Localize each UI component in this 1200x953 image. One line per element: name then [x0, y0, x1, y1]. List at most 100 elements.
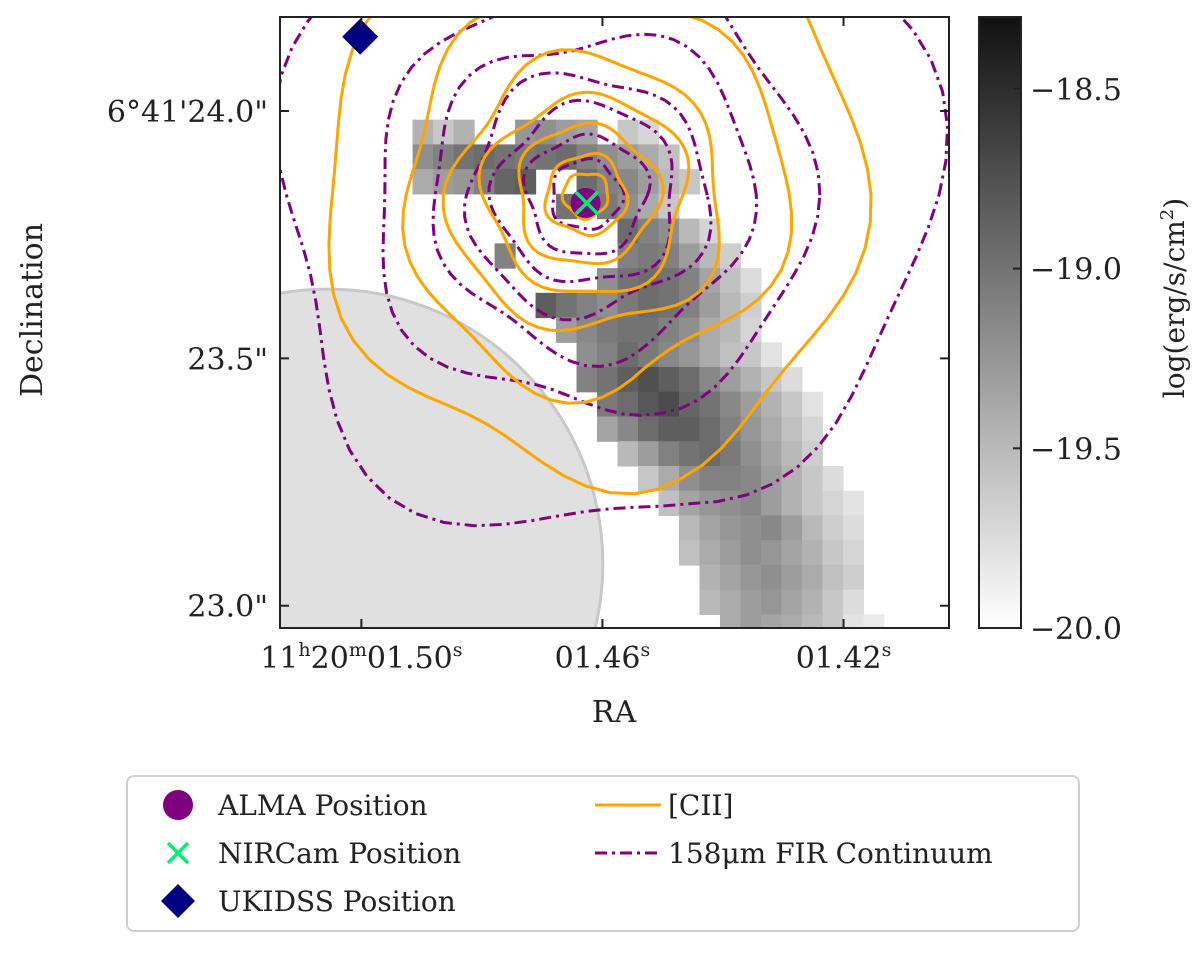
map-pixel	[678, 268, 701, 294]
map-pixel	[658, 144, 680, 170]
map-pixel	[720, 639, 741, 664]
map-pixel	[678, 367, 701, 393]
map-pixel	[658, 292, 680, 319]
marker-layer	[342, 18, 601, 219]
legend-item-nircam: NIRCam Position	[138, 833, 461, 873]
ukidss-position-marker	[342, 18, 379, 55]
map-pixel	[576, 317, 598, 343]
map-pixel	[822, 515, 844, 541]
map-pixel	[781, 540, 803, 566]
map-pixel	[801, 589, 824, 615]
map-pixel	[617, 243, 639, 269]
plot-area	[279, 16, 950, 738]
map-pixel	[638, 243, 660, 269]
colorbar-tick-label: −19.5	[1030, 432, 1122, 467]
map-pixel	[699, 342, 721, 368]
map-pixel	[760, 614, 783, 628]
contour-layer	[280, 17, 949, 528]
map-pixel	[740, 639, 761, 664]
map-pixel	[781, 713, 802, 738]
map-pixel	[576, 367, 598, 393]
map-pixel	[760, 490, 783, 517]
map-pixel	[719, 540, 742, 566]
map-pixel	[719, 342, 742, 368]
colorbar-ticks: −18.5 −19.0 −19.5 −20.0	[1013, 73, 1122, 647]
map-pixel	[597, 317, 619, 343]
map-pixel	[719, 317, 742, 343]
map-pixel	[597, 342, 619, 368]
map-pixel	[740, 664, 761, 689]
emission-map	[280, 119, 885, 738]
map-pixel	[760, 367, 783, 393]
map-pixel	[699, 465, 721, 492]
map-pixel	[699, 490, 721, 517]
map-pixel	[801, 490, 824, 517]
map-pixel	[699, 391, 721, 418]
map-pixel	[658, 391, 680, 418]
map-pixel	[658, 367, 680, 393]
map-pixel	[638, 367, 660, 393]
nircam-position-marker	[574, 190, 600, 216]
legend-item-fir: 158μm FIR Continuum	[588, 833, 993, 873]
map-pixel	[719, 268, 742, 294]
fir-contour	[463, 71, 713, 322]
map-pixel	[842, 564, 865, 591]
map-pixel	[740, 589, 762, 615]
map-pixel	[781, 416, 803, 442]
map-pixel	[760, 441, 783, 467]
map-pixel	[801, 614, 824, 628]
x-tick-labels: 11h20m01.50s 01.46s 01.42s	[260, 639, 891, 676]
map-pixel	[863, 713, 884, 738]
cii-line-icon	[588, 785, 668, 825]
map-pixel	[842, 614, 865, 628]
map-pixel	[699, 589, 721, 615]
map-pixel	[740, 564, 762, 591]
map-pixel	[719, 367, 742, 393]
map-pixel	[761, 689, 782, 714]
map-pixel	[822, 540, 844, 566]
cii-contour	[401, 17, 794, 405]
map-pixel	[801, 391, 824, 418]
map-pixel	[658, 268, 680, 294]
map-pixel	[740, 391, 762, 418]
map-pixel	[842, 490, 865, 517]
map-pixel	[658, 490, 680, 517]
y-tick-label: 23.5"	[187, 342, 268, 377]
map-pixel	[576, 292, 598, 319]
cii-contour	[441, 48, 721, 333]
map-pixel	[781, 564, 803, 591]
map-pixel	[535, 144, 557, 170]
map-pixel	[842, 515, 865, 541]
colorbar-tick-label: −20.0	[1030, 612, 1122, 647]
map-pixel	[802, 713, 823, 738]
map-pixel	[678, 515, 701, 541]
map-pixel	[822, 614, 844, 628]
fir-contour	[522, 132, 652, 256]
map-pixel	[719, 416, 742, 442]
map-pixel	[740, 342, 762, 368]
legend-label-cii: [CII]	[668, 788, 734, 822]
map-pixel	[781, 465, 803, 492]
map-pixel	[760, 564, 783, 591]
map-pixel	[699, 416, 721, 442]
map-pixel	[719, 589, 742, 615]
map-pixel	[617, 416, 639, 442]
y-tick-labels: 6°41'24.0" 23.5" 23.0"	[107, 95, 268, 625]
map-pixel	[863, 614, 885, 628]
map-pixel	[719, 391, 742, 418]
map-pixel	[719, 465, 742, 492]
map-pixel	[617, 391, 639, 418]
map-pixel	[781, 515, 803, 541]
map-pixel	[638, 391, 660, 418]
map-pixel	[801, 416, 824, 442]
map-pixel	[678, 540, 701, 566]
alma-marker-icon	[138, 785, 218, 825]
plot-frame	[279, 16, 950, 629]
map-pixel	[760, 391, 783, 418]
cii-contour	[477, 90, 691, 294]
map-pixel	[638, 218, 660, 244]
map-pixel	[658, 342, 680, 368]
map-pixel	[802, 689, 823, 714]
map-pixel	[781, 441, 803, 467]
map-pixel	[678, 465, 701, 492]
